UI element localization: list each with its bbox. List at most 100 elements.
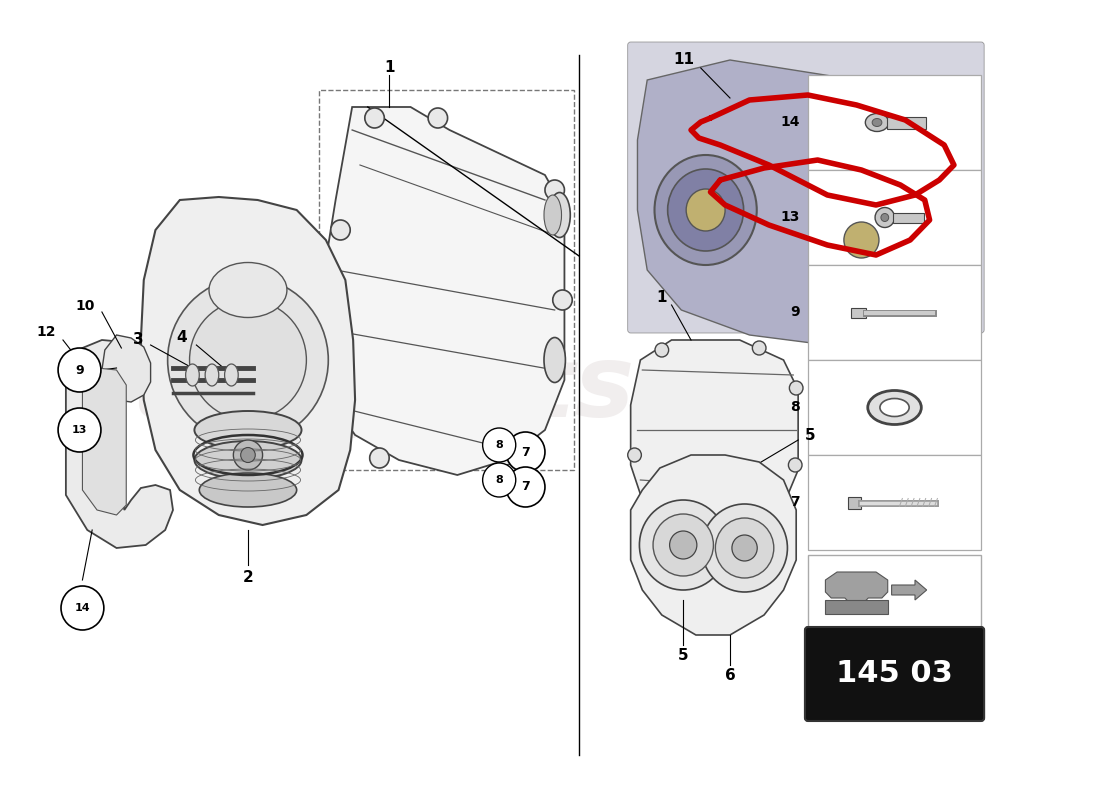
Ellipse shape (668, 169, 744, 251)
Ellipse shape (653, 514, 714, 576)
Polygon shape (326, 107, 564, 475)
Text: 7: 7 (791, 495, 800, 509)
Ellipse shape (664, 511, 679, 525)
Bar (807, 455, 981, 550)
Ellipse shape (205, 364, 219, 386)
Ellipse shape (654, 155, 757, 265)
Bar (807, 555, 981, 645)
Ellipse shape (715, 518, 773, 578)
Ellipse shape (905, 120, 974, 190)
Ellipse shape (868, 390, 922, 425)
Circle shape (506, 467, 544, 507)
Polygon shape (630, 455, 796, 635)
Circle shape (483, 428, 516, 462)
Ellipse shape (876, 207, 894, 227)
Text: 9: 9 (75, 363, 84, 377)
Text: 14: 14 (781, 115, 800, 129)
Ellipse shape (195, 441, 301, 479)
Ellipse shape (370, 448, 389, 468)
Ellipse shape (866, 114, 889, 131)
Text: 4: 4 (176, 330, 187, 346)
Ellipse shape (732, 535, 757, 561)
Ellipse shape (813, 190, 910, 290)
Text: 7: 7 (521, 446, 530, 458)
Ellipse shape (224, 364, 239, 386)
Ellipse shape (553, 290, 572, 310)
Ellipse shape (742, 513, 757, 527)
Ellipse shape (195, 411, 301, 449)
Ellipse shape (628, 448, 641, 462)
Bar (807, 265, 981, 360)
Circle shape (58, 408, 101, 452)
Circle shape (58, 348, 101, 392)
Ellipse shape (544, 338, 565, 382)
Ellipse shape (844, 222, 879, 258)
Ellipse shape (702, 504, 788, 592)
Text: 10: 10 (76, 299, 95, 313)
FancyBboxPatch shape (628, 42, 984, 333)
Polygon shape (825, 572, 888, 605)
Circle shape (483, 463, 516, 497)
Bar (848, 497, 861, 509)
Text: 14: 14 (75, 603, 90, 613)
Text: 8: 8 (495, 475, 503, 485)
Ellipse shape (167, 278, 328, 442)
Ellipse shape (544, 195, 561, 235)
Ellipse shape (186, 364, 199, 386)
Text: 1: 1 (384, 61, 395, 75)
Ellipse shape (209, 262, 287, 318)
Bar (319, 90, 574, 470)
Bar (807, 75, 981, 170)
Ellipse shape (549, 193, 570, 238)
Polygon shape (102, 335, 151, 402)
Ellipse shape (790, 381, 803, 395)
Polygon shape (825, 600, 888, 614)
Text: 3: 3 (133, 333, 144, 347)
Polygon shape (892, 580, 926, 600)
Bar (892, 213, 924, 222)
Text: 13: 13 (72, 425, 87, 435)
Text: 5: 5 (805, 429, 815, 443)
Circle shape (506, 432, 544, 472)
Bar (807, 170, 981, 265)
Text: 1: 1 (657, 290, 667, 306)
Ellipse shape (915, 130, 964, 180)
Text: a passion for parts since 1960: a passion for parts since 1960 (172, 283, 529, 307)
Circle shape (60, 586, 103, 630)
Bar (807, 360, 981, 455)
Text: 6: 6 (725, 667, 735, 682)
Text: eurOparts: eurOparts (66, 342, 635, 438)
Text: 13: 13 (781, 210, 800, 224)
Ellipse shape (654, 343, 669, 357)
Ellipse shape (639, 500, 727, 590)
Ellipse shape (496, 445, 516, 465)
Text: 8: 8 (495, 440, 503, 450)
Polygon shape (630, 340, 799, 530)
Text: 8: 8 (790, 400, 800, 414)
Text: 9: 9 (791, 305, 800, 319)
Ellipse shape (881, 214, 889, 222)
Ellipse shape (321, 360, 341, 380)
Polygon shape (82, 368, 126, 515)
Ellipse shape (826, 204, 896, 276)
Ellipse shape (789, 458, 802, 472)
Ellipse shape (752, 341, 766, 355)
Bar (887, 117, 926, 129)
Bar (850, 307, 867, 318)
Ellipse shape (233, 440, 263, 470)
Ellipse shape (365, 108, 384, 128)
Ellipse shape (199, 473, 297, 507)
Text: 145 03: 145 03 (836, 659, 953, 689)
Polygon shape (66, 340, 173, 548)
Ellipse shape (544, 180, 564, 200)
Ellipse shape (189, 300, 307, 420)
Ellipse shape (428, 108, 448, 128)
Ellipse shape (331, 220, 350, 240)
Text: 5: 5 (678, 647, 689, 662)
Polygon shape (141, 197, 355, 525)
Ellipse shape (686, 189, 725, 231)
Text: 12: 12 (36, 325, 56, 339)
Text: 2: 2 (243, 570, 253, 586)
Ellipse shape (670, 531, 697, 559)
Ellipse shape (872, 118, 882, 126)
